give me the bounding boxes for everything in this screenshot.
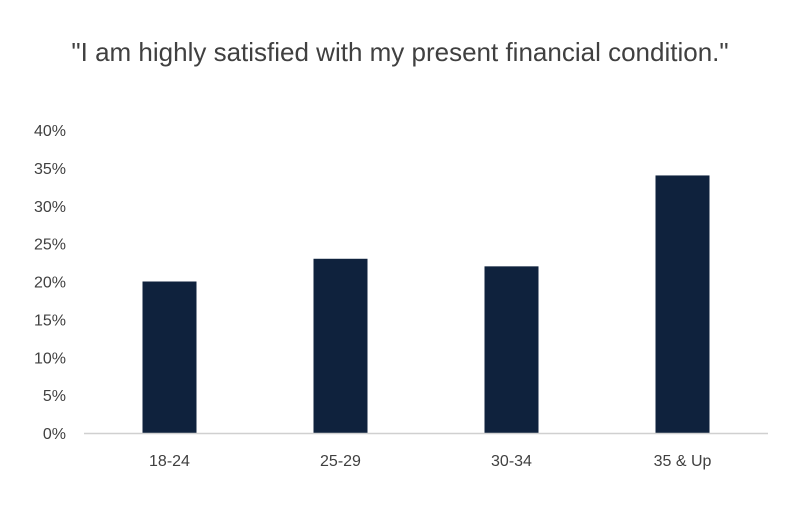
x-tick-label: 18-24 — [149, 453, 190, 470]
bars-group — [142, 175, 710, 433]
x-tick-label: 25-29 — [320, 453, 361, 470]
bar-18-24 — [142, 281, 197, 433]
bar-35-up — [655, 175, 710, 433]
y-axis: 0% 5% 10% 15% 20% 25% 30% 35% 40% — [34, 123, 66, 443]
bar-25-29 — [313, 258, 368, 433]
y-tick-label: 25% — [34, 237, 66, 254]
y-tick-label: 40% — [34, 123, 66, 140]
x-axis: 18-24 25-29 30-34 35 & Up — [149, 453, 711, 470]
x-tick-label: 30-34 — [491, 453, 532, 470]
y-tick-label: 10% — [34, 350, 66, 367]
y-tick-label: 15% — [34, 312, 66, 329]
bar-30-34 — [484, 266, 539, 433]
x-tick-label: 35 & Up — [654, 453, 712, 470]
y-tick-label: 0% — [43, 426, 66, 443]
y-tick-label: 30% — [34, 199, 66, 216]
y-tick-label: 35% — [34, 161, 66, 178]
y-tick-label: 20% — [34, 275, 66, 292]
chart-title: "I am highly satisfied with my present f… — [71, 37, 729, 67]
y-tick-label: 5% — [43, 388, 66, 405]
